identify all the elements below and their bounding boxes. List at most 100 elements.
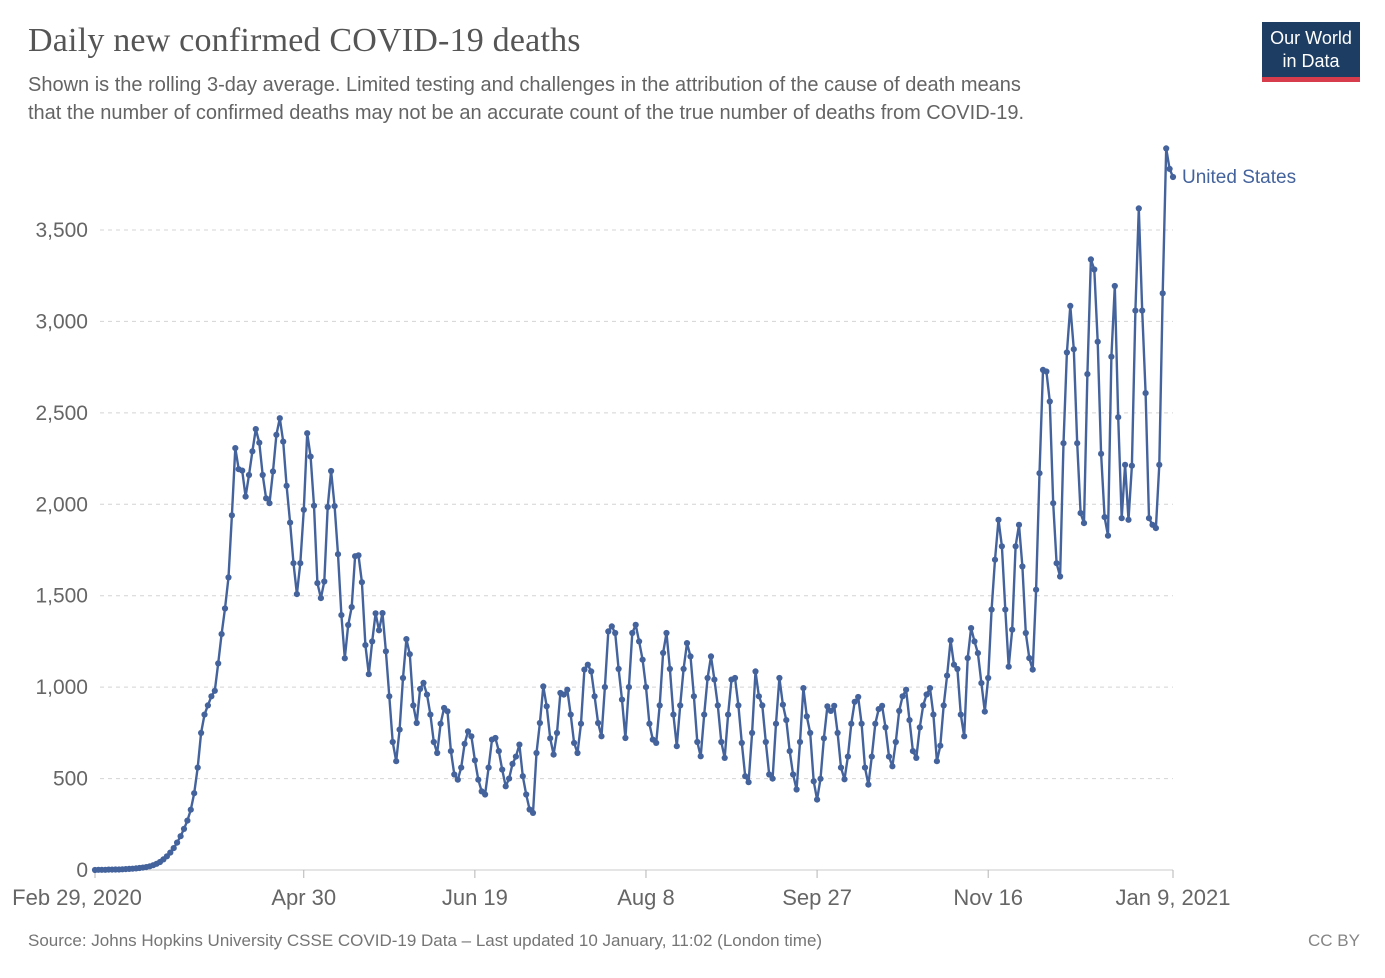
data-point[interactable] — [1163, 145, 1170, 152]
data-point[interactable] — [954, 665, 961, 673]
data-point[interactable] — [868, 753, 875, 760]
data-point[interactable] — [273, 431, 280, 438]
data-point[interactable] — [930, 711, 937, 718]
data-point[interactable] — [615, 665, 622, 673]
data-point[interactable] — [666, 665, 674, 673]
data-point[interactable] — [300, 506, 307, 513]
data-point[interactable] — [690, 693, 698, 700]
data-point[interactable] — [896, 707, 903, 715]
data-point[interactable] — [1026, 655, 1033, 662]
data-point[interactable] — [944, 672, 951, 679]
data-point[interactable] — [399, 674, 407, 682]
data-point[interactable] — [718, 738, 725, 746]
data-point[interactable] — [1029, 666, 1036, 673]
data-point[interactable] — [618, 696, 626, 703]
data-point[interactable] — [519, 773, 526, 780]
data-point[interactable] — [968, 625, 975, 632]
data-point[interactable] — [1098, 450, 1105, 457]
data-point[interactable] — [187, 806, 194, 813]
data-point[interactable] — [427, 711, 434, 718]
data-point[interactable] — [506, 775, 513, 782]
data-point[interactable] — [926, 685, 934, 692]
data-point[interactable] — [581, 666, 588, 673]
data-point[interactable] — [940, 702, 947, 709]
data-point[interactable] — [673, 743, 680, 750]
data-point[interactable] — [1091, 266, 1098, 273]
entity-label[interactable]: United States — [1182, 167, 1296, 188]
data-point[interactable] — [950, 661, 958, 668]
data-point[interactable] — [225, 574, 232, 581]
data-point[interactable] — [670, 711, 677, 718]
data-point[interactable] — [807, 729, 814, 737]
data-point[interactable] — [516, 741, 523, 748]
data-point[interactable] — [410, 702, 417, 709]
data-point[interactable] — [458, 764, 465, 771]
data-point[interactable] — [167, 849, 174, 856]
data-point[interactable] — [252, 426, 259, 433]
data-point[interactable] — [783, 717, 790, 724]
data-point[interactable] — [793, 786, 800, 793]
data-point[interactable] — [612, 629, 619, 637]
data-point[interactable] — [995, 516, 1002, 523]
data-point[interactable] — [1101, 514, 1108, 521]
data-point[interactable] — [848, 720, 855, 727]
data-point[interactable] — [194, 764, 201, 771]
data-point[interactable] — [646, 720, 653, 727]
data-line[interactable] — [93, 147, 1175, 872]
data-point[interactable] — [1159, 290, 1166, 297]
data-point[interactable] — [571, 739, 578, 747]
data-point[interactable] — [314, 580, 321, 587]
data-point[interactable] — [827, 707, 834, 715]
data-point[interactable] — [1094, 338, 1101, 345]
data-point[interactable] — [389, 738, 396, 746]
data-point[interactable] — [276, 415, 283, 422]
data-point[interactable] — [1145, 515, 1153, 522]
data-point[interactable] — [502, 783, 509, 790]
data-point[interactable] — [259, 471, 266, 479]
data-point[interactable] — [598, 733, 605, 740]
data-point[interactable] — [1050, 500, 1057, 507]
data-point[interactable] — [174, 839, 181, 846]
data-point[interactable] — [1015, 521, 1023, 528]
data-point[interactable] — [680, 665, 687, 673]
data-point[interactable] — [1005, 663, 1012, 670]
data-point[interactable] — [957, 711, 964, 718]
data-point[interactable] — [328, 467, 335, 475]
data-point[interactable] — [184, 817, 191, 824]
data-point[interactable] — [636, 638, 643, 645]
data-point[interactable] — [882, 724, 889, 731]
data-point[interactable] — [215, 660, 222, 667]
data-point[interactable] — [1084, 371, 1091, 378]
data-point[interactable] — [841, 776, 848, 783]
data-point[interactable] — [307, 453, 314, 460]
data-point[interactable] — [550, 751, 557, 758]
data-point[interactable] — [324, 503, 331, 511]
data-point[interactable] — [844, 753, 852, 760]
data-point[interactable] — [266, 500, 273, 507]
data-point[interactable] — [345, 621, 352, 629]
data-point[interactable] — [420, 679, 427, 687]
data-point[interactable] — [1046, 398, 1053, 405]
data-point[interactable] — [553, 729, 561, 737]
data-point[interactable] — [180, 825, 188, 833]
data-point[interactable] — [1111, 282, 1118, 290]
data-point[interactable] — [947, 637, 954, 644]
data-point[interactable] — [249, 448, 256, 455]
data-point[interactable] — [232, 445, 239, 452]
data-point[interactable] — [567, 711, 574, 718]
data-point[interactable] — [1139, 307, 1146, 314]
data-point[interactable] — [772, 720, 780, 727]
data-point[interactable] — [334, 551, 342, 558]
data-point[interactable] — [814, 796, 821, 803]
data-point[interactable] — [796, 738, 804, 746]
data-point[interactable] — [1033, 586, 1040, 593]
data-point[interactable] — [1067, 302, 1074, 309]
data-point[interactable] — [776, 674, 783, 682]
data-point[interactable] — [998, 543, 1006, 550]
data-point[interactable] — [766, 771, 773, 778]
data-point[interactable] — [245, 471, 253, 479]
data-point[interactable] — [239, 467, 246, 474]
data-point[interactable] — [242, 493, 249, 500]
data-point[interactable] — [937, 742, 944, 749]
